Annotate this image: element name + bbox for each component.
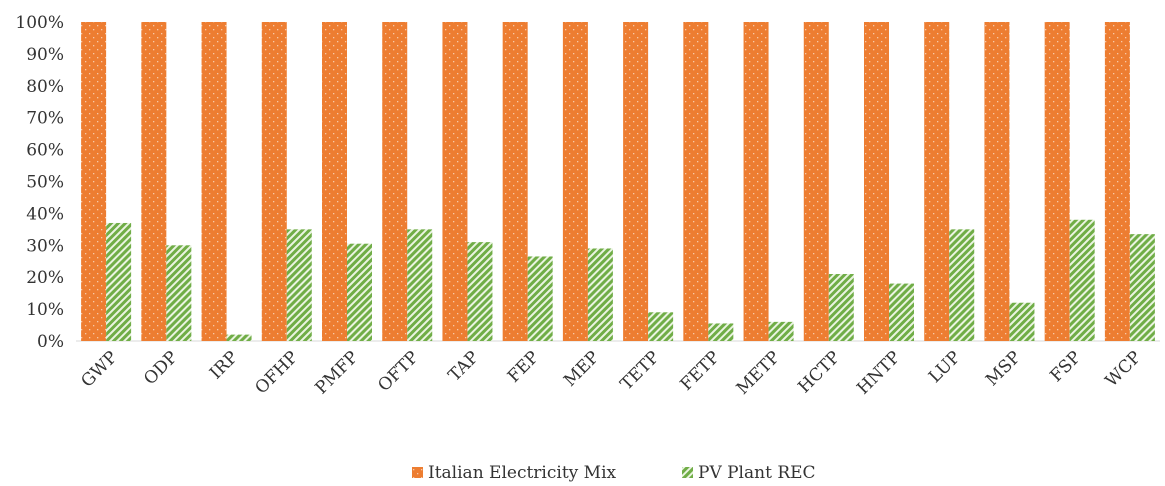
bar-pv-plant-rec [1069, 219, 1095, 341]
bar-pv-plant-rec [828, 274, 854, 341]
bar-pv-plant-rec [527, 256, 553, 341]
x-tick-label: WCP [1102, 347, 1146, 391]
x-tick-label: OFTP [374, 347, 422, 395]
legend-item-italian-electricity-mix: Italian Electricity Mix [412, 463, 617, 483]
y-tick-label: 90% [26, 45, 64, 65]
bar-italian-electricity-mix [924, 22, 950, 341]
bar-italian-electricity-mix [382, 22, 408, 341]
bar-italian-electricity-mix [984, 22, 1010, 341]
legend-label: PV Plant REC [698, 463, 816, 483]
y-tick-label: 20% [26, 268, 64, 288]
x-tick-label: ODP [140, 347, 182, 389]
x-tick-label: FSP [1046, 347, 1085, 386]
bar-italian-electricity-mix [623, 22, 649, 341]
bar-italian-electricity-mix [1104, 22, 1130, 341]
bar-pv-plant-rec [587, 248, 613, 341]
x-tick-label: TAP [445, 347, 483, 385]
x-axis-labels: GWP ODP IRP OFHP PMFP OFTP TAP FEP MEP TETP FETP ME… [77, 347, 1145, 398]
x-tick-label: METP [733, 347, 784, 398]
x-tick-label: LUP [925, 347, 965, 387]
bar-italian-electricity-mix [803, 22, 829, 341]
bar-italian-electricity-mix [1044, 22, 1070, 341]
bar-italian-electricity-mix [562, 22, 588, 341]
x-tick-label: IRP [206, 347, 242, 383]
legend-label: Italian Electricity Mix [428, 463, 617, 483]
x-tick-label: OFHP [251, 347, 302, 398]
x-tick-label: GWP [77, 347, 121, 391]
axis-group: 0% 10% 20% 30% 40% 50% 60% 70% 80% 90% 100% [15, 13, 1160, 352]
x-tick-label: PMFP [312, 347, 363, 398]
y-tick-label: 100% [15, 13, 64, 33]
bar-italian-electricity-mix [261, 22, 287, 341]
legend-swatch [682, 467, 693, 478]
bar-pv-plant-rec [648, 312, 674, 341]
bar-italian-electricity-mix [743, 22, 769, 341]
bar-italian-electricity-mix [141, 22, 167, 341]
bar-italian-electricity-mix [683, 22, 709, 341]
bar-pv-plant-rec [467, 242, 493, 341]
bar-pv-plant-rec [768, 321, 794, 341]
y-tick-label: 50% [26, 173, 64, 193]
bar-italian-electricity-mix [322, 22, 347, 341]
bar-italian-electricity-mix [864, 22, 889, 341]
y-tick-label: 70% [26, 109, 64, 129]
y-tick-label: 80% [26, 77, 64, 97]
bar-pv-plant-rec [407, 229, 433, 341]
bars-group [81, 22, 1155, 341]
bar-pv-plant-rec [708, 323, 734, 341]
bar-italian-electricity-mix [502, 22, 528, 341]
y-tick-label: 0% [37, 332, 64, 352]
bar-pv-plant-rec [1129, 234, 1155, 341]
bar-pv-plant-rec [1009, 302, 1035, 341]
x-tick-label: MEP [560, 347, 603, 390]
bar-pv-plant-rec [166, 245, 192, 341]
bar-pv-plant-rec [226, 334, 252, 341]
y-tick-label: 10% [26, 300, 64, 320]
legend-item-pv-plant-rec: PV Plant REC [682, 463, 816, 483]
bar-pv-plant-rec [347, 243, 372, 341]
bar-pv-plant-rec [286, 229, 312, 341]
x-tick-label: FETP [677, 347, 724, 394]
legend: Italian Electricity Mix PV Plant REC [412, 463, 816, 483]
x-tick-label: TETP [617, 347, 664, 394]
y-tick-label: 30% [26, 236, 64, 256]
x-tick-label: HNTP [853, 347, 904, 398]
bar-italian-electricity-mix [81, 22, 107, 341]
y-tick-label: 60% [26, 141, 64, 161]
bar-italian-electricity-mix [442, 22, 468, 341]
bar-italian-electricity-mix [201, 22, 227, 341]
x-tick-label: MSP [982, 347, 1025, 390]
y-tick-label: 40% [26, 204, 64, 224]
bar-pv-plant-rec [106, 222, 132, 341]
legend-swatch [412, 467, 423, 478]
bar-pv-plant-rec [949, 229, 975, 341]
x-tick-label: FEP [504, 347, 543, 386]
bar-pv-plant-rec [889, 283, 914, 341]
x-tick-label: HCTP [794, 347, 844, 397]
